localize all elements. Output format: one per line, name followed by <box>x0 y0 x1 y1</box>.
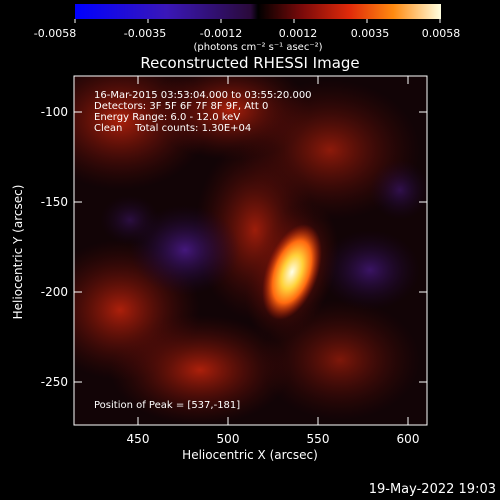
clean-total-counts: Clean Total counts: 1.30E+04 <box>94 123 251 134</box>
detectors-info: Detectors: 3F 5F 6F 7F 8F 9F, Att 0 <box>94 101 268 112</box>
colorbar-tick-label: 0.0035 <box>351 27 390 40</box>
peak-position: Position of Peak = [537,-181] <box>94 400 240 411</box>
colorbar-tick-label: -0.0012 <box>200 27 242 40</box>
axis-ticks <box>74 76 427 425</box>
y-tick-label: -200 <box>41 285 68 299</box>
plot-frame <box>73 75 428 426</box>
obs-time-range: 16-Mar-2015 03:53:04.000 to 03:55:20.000 <box>94 90 312 101</box>
x-tick-label: 600 <box>397 432 420 446</box>
x-tick-label: 450 <box>127 432 150 446</box>
colorbar-tick-label: 0.0012 <box>279 27 318 40</box>
y-tick-label: -250 <box>41 375 68 389</box>
y-tick-label: -150 <box>41 195 68 209</box>
x-tick-label: 550 <box>307 432 330 446</box>
x-tick-label: 500 <box>217 432 240 446</box>
colorbar-tick-label: 0.0058 <box>422 27 461 40</box>
colorbar-ticks <box>74 19 441 23</box>
colorbar-gradient <box>75 4 441 19</box>
generation-timestamp: 19-May-2022 19:03 <box>369 482 496 497</box>
colorbar-unit-label: (photons cm⁻² s⁻¹ asec⁻²) <box>193 42 322 53</box>
colorbar-tick-label: -0.0035 <box>124 27 166 40</box>
energy-range: Energy Range: 6.0 - 12.0 keV <box>94 112 240 123</box>
y-tick-label: -100 <box>41 105 68 119</box>
x-axis-label: Heliocentric X (arcsec) <box>182 448 318 462</box>
plot-title: Reconstructed RHESSI Image <box>140 54 359 72</box>
rhessi-image <box>74 76 427 425</box>
y-axis-label: Heliocentric Y (arcsec) <box>11 185 25 320</box>
colorbar-tick-label: -0.0058 <box>34 27 76 40</box>
